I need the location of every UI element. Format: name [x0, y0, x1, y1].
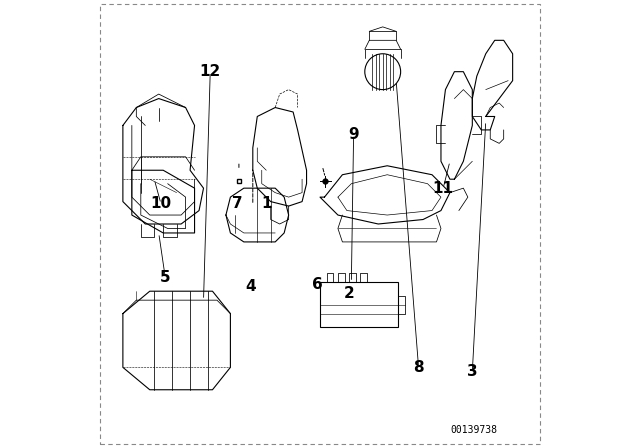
Bar [320, 282, 398, 327]
Text: 9: 9 [348, 127, 359, 142]
Text: 6: 6 [312, 277, 323, 292]
Text: 7: 7 [232, 196, 243, 211]
Text: 1: 1 [261, 196, 271, 211]
Text: 12: 12 [200, 64, 221, 79]
Text: 8: 8 [413, 360, 424, 375]
Text: 11: 11 [433, 181, 454, 196]
Text: 5: 5 [160, 270, 171, 285]
Text: 10: 10 [150, 196, 172, 211]
Text: 3: 3 [467, 364, 477, 379]
Text: 4: 4 [245, 279, 256, 294]
Text: 00139738: 00139738 [450, 425, 497, 435]
Text: 2: 2 [344, 286, 355, 301]
